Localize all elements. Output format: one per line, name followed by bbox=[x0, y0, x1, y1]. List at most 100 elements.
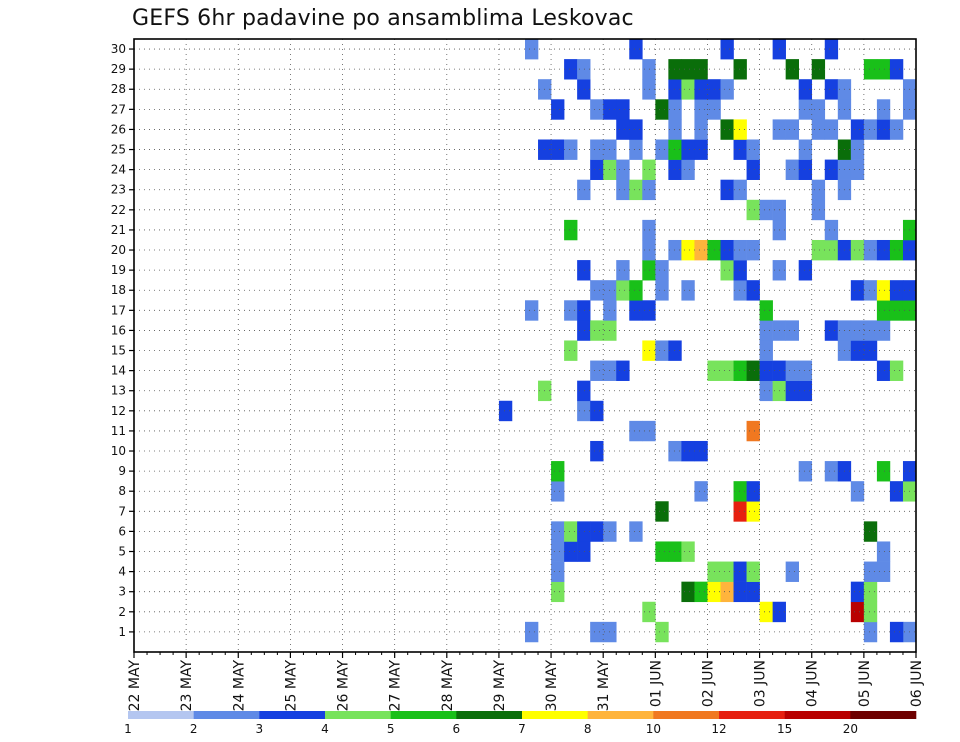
cell-member-2 bbox=[759, 601, 773, 623]
cell-member-1 bbox=[889, 621, 904, 643]
cell-member-25 bbox=[850, 139, 865, 160]
cell-member-25 bbox=[655, 139, 669, 160]
cell-member-4 bbox=[876, 561, 891, 582]
x-tick-label: 28 MAY bbox=[440, 660, 456, 712]
x-tick-label: 22 MAY bbox=[127, 660, 143, 712]
cell-member-19 bbox=[655, 260, 669, 281]
cell-member-5 bbox=[564, 541, 578, 562]
cell-member-1 bbox=[525, 621, 539, 643]
y-tick-label: 23 bbox=[111, 183, 126, 197]
cell-member-24 bbox=[785, 159, 799, 180]
cell-member-18 bbox=[889, 280, 904, 301]
cell-member-16 bbox=[824, 320, 839, 341]
cell-member-10 bbox=[668, 440, 682, 462]
cell-member-4 bbox=[785, 561, 799, 582]
cell-member-26 bbox=[850, 119, 865, 140]
y-tick-label: 16 bbox=[111, 323, 126, 337]
cell-member-27 bbox=[616, 99, 630, 120]
cell-member-5 bbox=[577, 541, 591, 562]
cell-member-25 bbox=[668, 139, 682, 160]
cell-member-27 bbox=[551, 99, 565, 120]
cell-member-6 bbox=[564, 521, 578, 542]
cell-member-1 bbox=[863, 621, 878, 643]
cell-member-26 bbox=[785, 119, 799, 140]
cell-member-28 bbox=[720, 79, 734, 100]
cell-member-2 bbox=[863, 601, 878, 623]
cell-member-3 bbox=[733, 581, 747, 603]
cell-member-1 bbox=[590, 621, 604, 643]
y-tick-label: 25 bbox=[111, 143, 126, 157]
cell-member-18 bbox=[850, 280, 865, 301]
cell-member-18 bbox=[629, 280, 643, 301]
y-tick-label: 8 bbox=[118, 484, 126, 498]
cell-member-15 bbox=[759, 340, 773, 361]
cell-member-25 bbox=[590, 139, 604, 160]
x-tick-label: 01 JUN bbox=[648, 660, 664, 707]
x-tick-label: 25 MAY bbox=[283, 660, 299, 712]
cell-member-24 bbox=[798, 159, 813, 180]
cell-member-20 bbox=[824, 239, 839, 261]
y-tick-label: 1 bbox=[118, 625, 126, 639]
cell-member-29 bbox=[564, 59, 578, 80]
cell-member-26 bbox=[889, 119, 904, 140]
cell-member-29 bbox=[668, 59, 682, 80]
y-tick-label: 21 bbox=[111, 223, 126, 237]
cell-member-23 bbox=[811, 179, 826, 201]
legend-label: 7 bbox=[518, 722, 526, 736]
cell-member-27 bbox=[668, 99, 682, 120]
cell-member-17 bbox=[889, 300, 904, 321]
cell-member-15 bbox=[863, 340, 878, 361]
cell-member-23 bbox=[642, 179, 656, 201]
cell-member-18 bbox=[681, 280, 695, 301]
cell-member-10 bbox=[681, 440, 695, 462]
y-axis: 1234567891011121314151617181920212223242… bbox=[111, 42, 134, 639]
cell-member-8 bbox=[551, 481, 565, 502]
cell-member-28 bbox=[681, 79, 695, 100]
cell-member-18 bbox=[655, 280, 669, 301]
cell-member-17 bbox=[564, 300, 578, 321]
y-tick-label: 14 bbox=[111, 364, 126, 378]
legend-label: 3 bbox=[256, 722, 264, 736]
cell-member-14 bbox=[759, 360, 773, 381]
cell-member-23 bbox=[577, 179, 591, 201]
cell-member-13 bbox=[785, 380, 799, 402]
cell-member-13 bbox=[798, 380, 813, 402]
cell-member-24 bbox=[668, 159, 682, 180]
legend-swatch bbox=[325, 711, 391, 719]
cell-member-19 bbox=[616, 260, 630, 281]
x-tick-label: 02 JUN bbox=[700, 660, 716, 707]
y-tick-label: 17 bbox=[111, 303, 126, 317]
cell-member-29 bbox=[785, 59, 799, 80]
cell-member-16 bbox=[577, 320, 591, 341]
cell-member-29 bbox=[577, 59, 591, 80]
y-tick-label: 27 bbox=[111, 102, 126, 116]
cell-member-29 bbox=[733, 59, 747, 80]
y-tick-label: 9 bbox=[118, 464, 126, 478]
cell-member-25 bbox=[694, 139, 708, 160]
cell-member-22 bbox=[746, 199, 760, 221]
cell-member-5 bbox=[551, 541, 565, 562]
y-tick-label: 7 bbox=[118, 504, 126, 518]
cell-member-17 bbox=[876, 300, 891, 321]
cell-member-19 bbox=[577, 260, 591, 281]
cell-member-29 bbox=[811, 59, 826, 80]
cell-member-26 bbox=[720, 119, 734, 140]
cell-member-20 bbox=[681, 239, 695, 261]
y-tick-label: 5 bbox=[118, 545, 126, 559]
cell-member-18 bbox=[746, 280, 760, 301]
cell-member-3 bbox=[551, 581, 565, 603]
cell-member-24 bbox=[590, 159, 604, 180]
cell-member-26 bbox=[876, 119, 891, 140]
cell-member-27 bbox=[876, 99, 891, 120]
cell-member-27 bbox=[694, 99, 708, 120]
cell-member-12 bbox=[577, 400, 591, 422]
cell-member-26 bbox=[629, 119, 643, 140]
cell-member-2 bbox=[850, 601, 865, 623]
cell-member-24 bbox=[746, 159, 760, 180]
cell-member-24 bbox=[642, 159, 656, 180]
cell-member-23 bbox=[720, 179, 734, 201]
x-tick-label: 27 MAY bbox=[388, 660, 404, 712]
cell-member-19 bbox=[642, 260, 656, 281]
cell-member-27 bbox=[798, 99, 813, 120]
y-tick-label: 10 bbox=[111, 444, 126, 458]
